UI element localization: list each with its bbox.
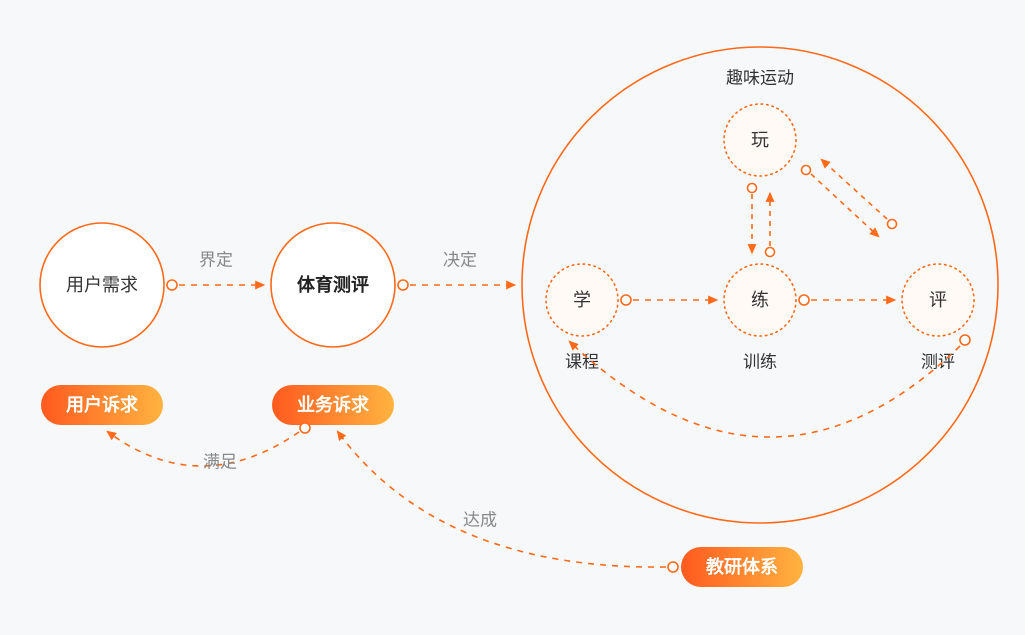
edge-train-eval (799, 295, 894, 305)
pill-user-demand-label: 用户诉求 (66, 394, 139, 415)
edge-satisfy: 满足 (108, 423, 310, 472)
edge-satisfy-label: 满足 (203, 453, 237, 472)
node-learn-label: 学 (573, 290, 591, 310)
edge-decide: 决定 (398, 251, 514, 291)
node-play-caption: 趣味运动 (726, 69, 794, 88)
edge-learn-train (621, 295, 716, 305)
node-train-label: 练 (751, 290, 769, 310)
node-play-label: 玩 (751, 130, 769, 150)
edge-play-train (748, 184, 775, 257)
edge-play-eval (802, 160, 897, 236)
pill-biz-demand: 业务诉求 (272, 385, 394, 425)
edge-decide-label: 决定 (443, 251, 477, 270)
diagram-canvas: 用户需求 体育测评 玩 趣味运动 学 课程 练 训练 评 测评 界定 决定 (0, 0, 1025, 635)
node-learn-caption: 课程 (565, 353, 599, 372)
edge-achieve: 达成 (338, 432, 678, 572)
edge-eval-learn-arc (570, 335, 970, 437)
node-user-need-label: 用户需求 (66, 275, 138, 295)
pill-user-demand: 用户诉求 (41, 385, 163, 425)
edge-define-label: 界定 (199, 251, 233, 270)
node-train-caption: 训练 (743, 353, 777, 372)
node-sport-eval-label: 体育测评 (297, 274, 369, 295)
node-eval-label: 评 (929, 290, 947, 310)
edge-define: 界定 (167, 251, 263, 291)
pill-research-system: 教研体系 (681, 547, 803, 587)
edge-achieve-label: 达成 (463, 511, 497, 530)
pill-research-system-label: 教研体系 (706, 556, 778, 577)
pill-biz-demand-label: 业务诉求 (297, 394, 370, 415)
